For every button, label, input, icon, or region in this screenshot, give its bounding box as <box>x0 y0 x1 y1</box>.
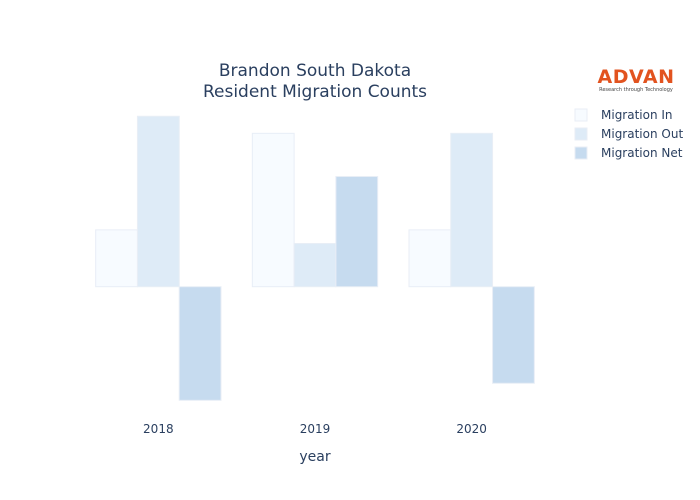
chart-title-line-2: Resident Migration Counts <box>203 82 427 102</box>
x-tick-label-2018: 2018 <box>143 422 174 436</box>
bar-migration-out-2019 <box>293 243 337 288</box>
x-tick-label-2020: 2020 <box>456 422 487 436</box>
bar-migration-net-2020 <box>492 286 535 384</box>
legend-swatch-migration-net[interactable] <box>574 146 588 160</box>
advan-logo: ADVAN Research through Technology <box>598 66 675 93</box>
bar-migration-in-2019 <box>251 132 295 288</box>
bar-migration-in-2018 <box>95 229 138 288</box>
logo-wordmark: ADVAN <box>598 66 675 88</box>
legend-swatch-migration-in[interactable] <box>574 108 588 122</box>
bar-migration-net-2018 <box>178 286 222 401</box>
legend-swatch-migration-out[interactable] <box>574 127 588 141</box>
x-tick-label-2019: 2019 <box>300 422 331 436</box>
bar-migration-out-2018 <box>136 115 180 288</box>
chart-title-line-1: Brandon South Dakota <box>219 61 411 81</box>
legend-label-migration-out[interactable]: Migration Out <box>601 127 683 141</box>
x-axis-title: year <box>299 449 330 465</box>
plot-area <box>95 115 535 401</box>
bar-migration-in-2020 <box>408 229 452 288</box>
bar-migration-out-2020 <box>450 132 494 288</box>
logo-tagline: Research through Technology <box>599 87 673 93</box>
bar-migration-net-2019 <box>335 175 379 288</box>
chart-title: Brandon South Dakota Resident Migration … <box>203 61 427 102</box>
legend: Migration In Migration Out Migration Net <box>574 108 683 160</box>
x-axis-ticks: 2018 2019 2020 <box>143 422 487 436</box>
legend-label-migration-in[interactable]: Migration In <box>601 108 673 122</box>
legend-label-migration-net[interactable]: Migration Net <box>601 146 683 160</box>
